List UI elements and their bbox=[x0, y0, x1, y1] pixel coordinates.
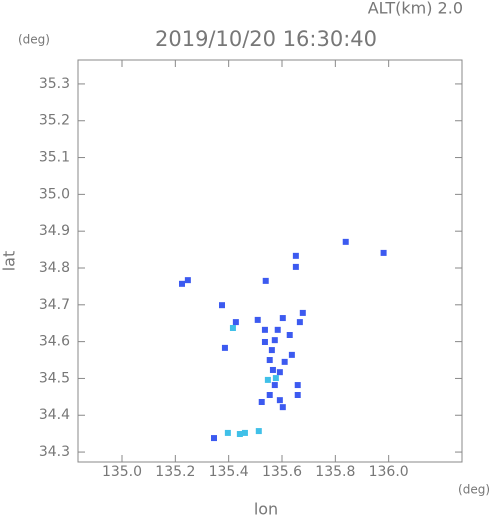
echo-cell bbox=[179, 280, 185, 287]
echo-cell bbox=[232, 319, 239, 326]
y-tick-label: 34.5 bbox=[39, 370, 70, 386]
y-tick-label: 34.4 bbox=[39, 407, 70, 423]
y-unit: (deg) bbox=[18, 33, 50, 47]
echo-cell bbox=[276, 397, 283, 404]
echo-cell bbox=[271, 337, 278, 344]
x-tick-label: 135.4 bbox=[209, 464, 249, 480]
y-tick-label: 34.6 bbox=[39, 334, 70, 350]
echo-cell bbox=[279, 315, 286, 322]
y-tick-label: 35.0 bbox=[39, 186, 70, 202]
altitude-label: ALT(km) 2.0 bbox=[368, 0, 463, 18]
echo-cell bbox=[268, 347, 275, 354]
y-tick-label: 34.7 bbox=[39, 297, 70, 313]
echo-cell bbox=[286, 331, 293, 338]
echo-cell bbox=[254, 316, 261, 323]
echo-cell bbox=[342, 238, 349, 245]
x-tick-label: 135.2 bbox=[155, 464, 195, 480]
echo-cell bbox=[269, 366, 276, 373]
echo-cell bbox=[224, 429, 231, 436]
echo-cell bbox=[221, 344, 228, 351]
y-tick-label: 35.1 bbox=[39, 150, 70, 166]
echo-cell bbox=[296, 319, 303, 326]
x-tick-label: 135.0 bbox=[102, 464, 142, 480]
echo-cell bbox=[271, 382, 278, 389]
echo-cell bbox=[292, 263, 299, 270]
echo-cell bbox=[184, 277, 191, 284]
x-axis-label: lon bbox=[254, 500, 278, 519]
echo-cell bbox=[294, 392, 301, 398]
y-tick-label: 34.8 bbox=[39, 260, 70, 276]
x-tick-label: 135.8 bbox=[315, 464, 355, 480]
echo-cell bbox=[266, 357, 273, 364]
echo-cell bbox=[274, 326, 281, 333]
x-unit: (deg) bbox=[458, 483, 490, 497]
echo-cell bbox=[294, 382, 301, 389]
echo-cell bbox=[261, 338, 268, 345]
x-tick-label: 135.6 bbox=[262, 464, 302, 480]
echo-cell bbox=[236, 431, 243, 438]
echo-cell bbox=[264, 376, 271, 383]
echo-cell bbox=[380, 249, 387, 256]
echo-cell bbox=[211, 435, 217, 442]
echo-cell bbox=[272, 375, 279, 382]
y-tick-label: 35.3 bbox=[39, 76, 70, 92]
echo-cell bbox=[292, 252, 299, 259]
plot-frame bbox=[77, 59, 463, 463]
echo-cell bbox=[258, 398, 265, 405]
echo-cell bbox=[299, 309, 306, 316]
y-axis-label: lat bbox=[0, 251, 19, 272]
y-tick-label: 34.3 bbox=[39, 444, 70, 460]
echo-cell bbox=[261, 326, 268, 333]
echo-cell bbox=[266, 392, 273, 398]
echo-cell bbox=[279, 404, 286, 411]
echo-cell bbox=[262, 277, 269, 284]
y-tick-label: 34.9 bbox=[39, 223, 70, 239]
echo-cell bbox=[288, 351, 295, 358]
echo-cell bbox=[241, 429, 248, 436]
chart-title: 2019/10/20 16:30:40 bbox=[155, 27, 377, 51]
y-tick-label: 35.2 bbox=[39, 113, 70, 129]
echo-cell bbox=[276, 369, 283, 376]
echo-cell bbox=[219, 302, 225, 309]
echo-cell bbox=[229, 325, 236, 331]
echo-cell bbox=[255, 428, 262, 435]
echo-cell bbox=[281, 358, 288, 365]
x-tick-label: 136.0 bbox=[369, 464, 409, 480]
